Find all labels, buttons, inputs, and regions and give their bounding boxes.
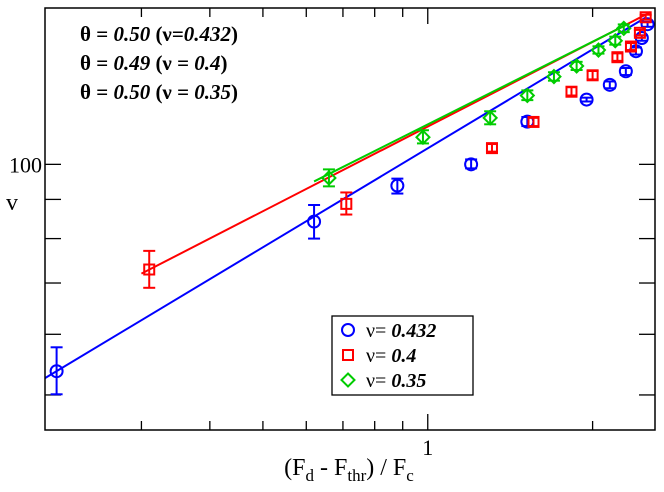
y-axis-label: v (6, 190, 18, 216)
data-point-diamond (482, 109, 499, 126)
annotation-text: θ = (80, 80, 113, 104)
annotation-value: 0.50 (113, 22, 150, 46)
data-point-diamond (607, 32, 624, 49)
data-point-circle (618, 64, 633, 79)
series-diamond (321, 20, 632, 188)
data-point-circle (464, 157, 479, 172)
data-point-square (485, 142, 498, 155)
annotation-value: 0.50 (113, 80, 150, 104)
data-point-square (639, 11, 652, 24)
theta-annotation: θ = 0.50 (ν=0.432) (80, 22, 238, 46)
legend-label: ν= 0.35 (366, 370, 426, 392)
data-point-square (611, 51, 624, 64)
data-point-diamond (321, 170, 337, 186)
data-markers (49, 11, 655, 396)
legend-label-value: 0.432 (391, 320, 436, 342)
legend-label-prefix: ν= (366, 345, 391, 367)
x-axis-label-sub: d (306, 466, 315, 485)
x-axis-label-part: (F (284, 455, 305, 481)
y-tick-label: 100 (9, 152, 42, 177)
data-point-circle (640, 17, 655, 32)
legend-marker-diamond (340, 372, 356, 388)
annotation-text: = (172, 22, 184, 46)
legend-label: ν= 0.432 (366, 320, 436, 342)
data-point-circle (49, 364, 64, 379)
data-point-circle (390, 178, 405, 193)
annotation-value: 0.4 (194, 51, 220, 75)
annotation-text: θ = (80, 22, 113, 46)
data-point-square (340, 197, 353, 210)
fit-line-diamond (313, 24, 627, 183)
data-point-diamond (519, 87, 536, 104)
data-point-diamond (590, 42, 607, 58)
legend-label-prefix: ν= (366, 370, 391, 392)
x-axis-label-part: - F (314, 455, 347, 481)
annotation-text: ) (231, 80, 238, 104)
annotation-value: 0.49 (113, 51, 150, 75)
theta-annotation: θ = 0.49 (ν = 0.4) (80, 51, 228, 75)
tick-labels: 1 100 (9, 152, 433, 460)
theta-annotation: θ = 0.50 (ν = 0.35) (80, 80, 238, 104)
plot-frame (44, 7, 656, 431)
data-point-circle (307, 214, 322, 229)
data-point-diamond (546, 68, 562, 85)
annotation-text: = (172, 51, 194, 75)
annotation-text: θ = (80, 51, 113, 75)
data-point-diamond (415, 129, 431, 146)
legend-label: ν= 0.4 (366, 345, 416, 367)
x-axis-label-part: ) / F (366, 455, 406, 481)
legend-marker-square (342, 349, 354, 361)
data-point-diamond (568, 58, 585, 74)
annotation-text: = (172, 80, 194, 104)
data-point-square (143, 263, 156, 276)
legend-marker-circle (341, 323, 355, 337)
series-square (143, 11, 652, 289)
annotation-value: 0.35 (194, 80, 231, 104)
data-point-square (565, 85, 578, 98)
data-point-diamond (615, 20, 632, 37)
legend-label-prefix: ν= (366, 320, 391, 342)
annotation-text: (ν (150, 51, 172, 75)
data-point-circle (579, 92, 594, 107)
legend-label-value: 0.35 (391, 370, 426, 392)
data-point-square (633, 26, 646, 39)
annotation-text: (ν (150, 80, 172, 104)
theta-annotations: θ = 0.50 (ν=0.432)θ = 0.49 (ν = 0.4)θ = … (80, 22, 238, 104)
data-point-square (527, 115, 540, 128)
legend-label-value: 0.4 (391, 345, 416, 367)
annotation-text: ) (221, 51, 228, 75)
annotation-value: 0.432 (184, 22, 232, 46)
data-point-square (624, 40, 637, 53)
x-axis-label-sub: c (406, 466, 414, 485)
annotation-text: (ν (150, 22, 172, 46)
x-tick-label: 1 (422, 435, 433, 460)
data-point-square (586, 69, 599, 82)
x-axis-label: (Fd - Fthr) / Fc (284, 455, 414, 485)
legend-box (331, 315, 474, 396)
annotation-text: ) (231, 22, 238, 46)
data-point-circle (602, 77, 617, 92)
x-axis-label-sub: thr (347, 466, 366, 485)
